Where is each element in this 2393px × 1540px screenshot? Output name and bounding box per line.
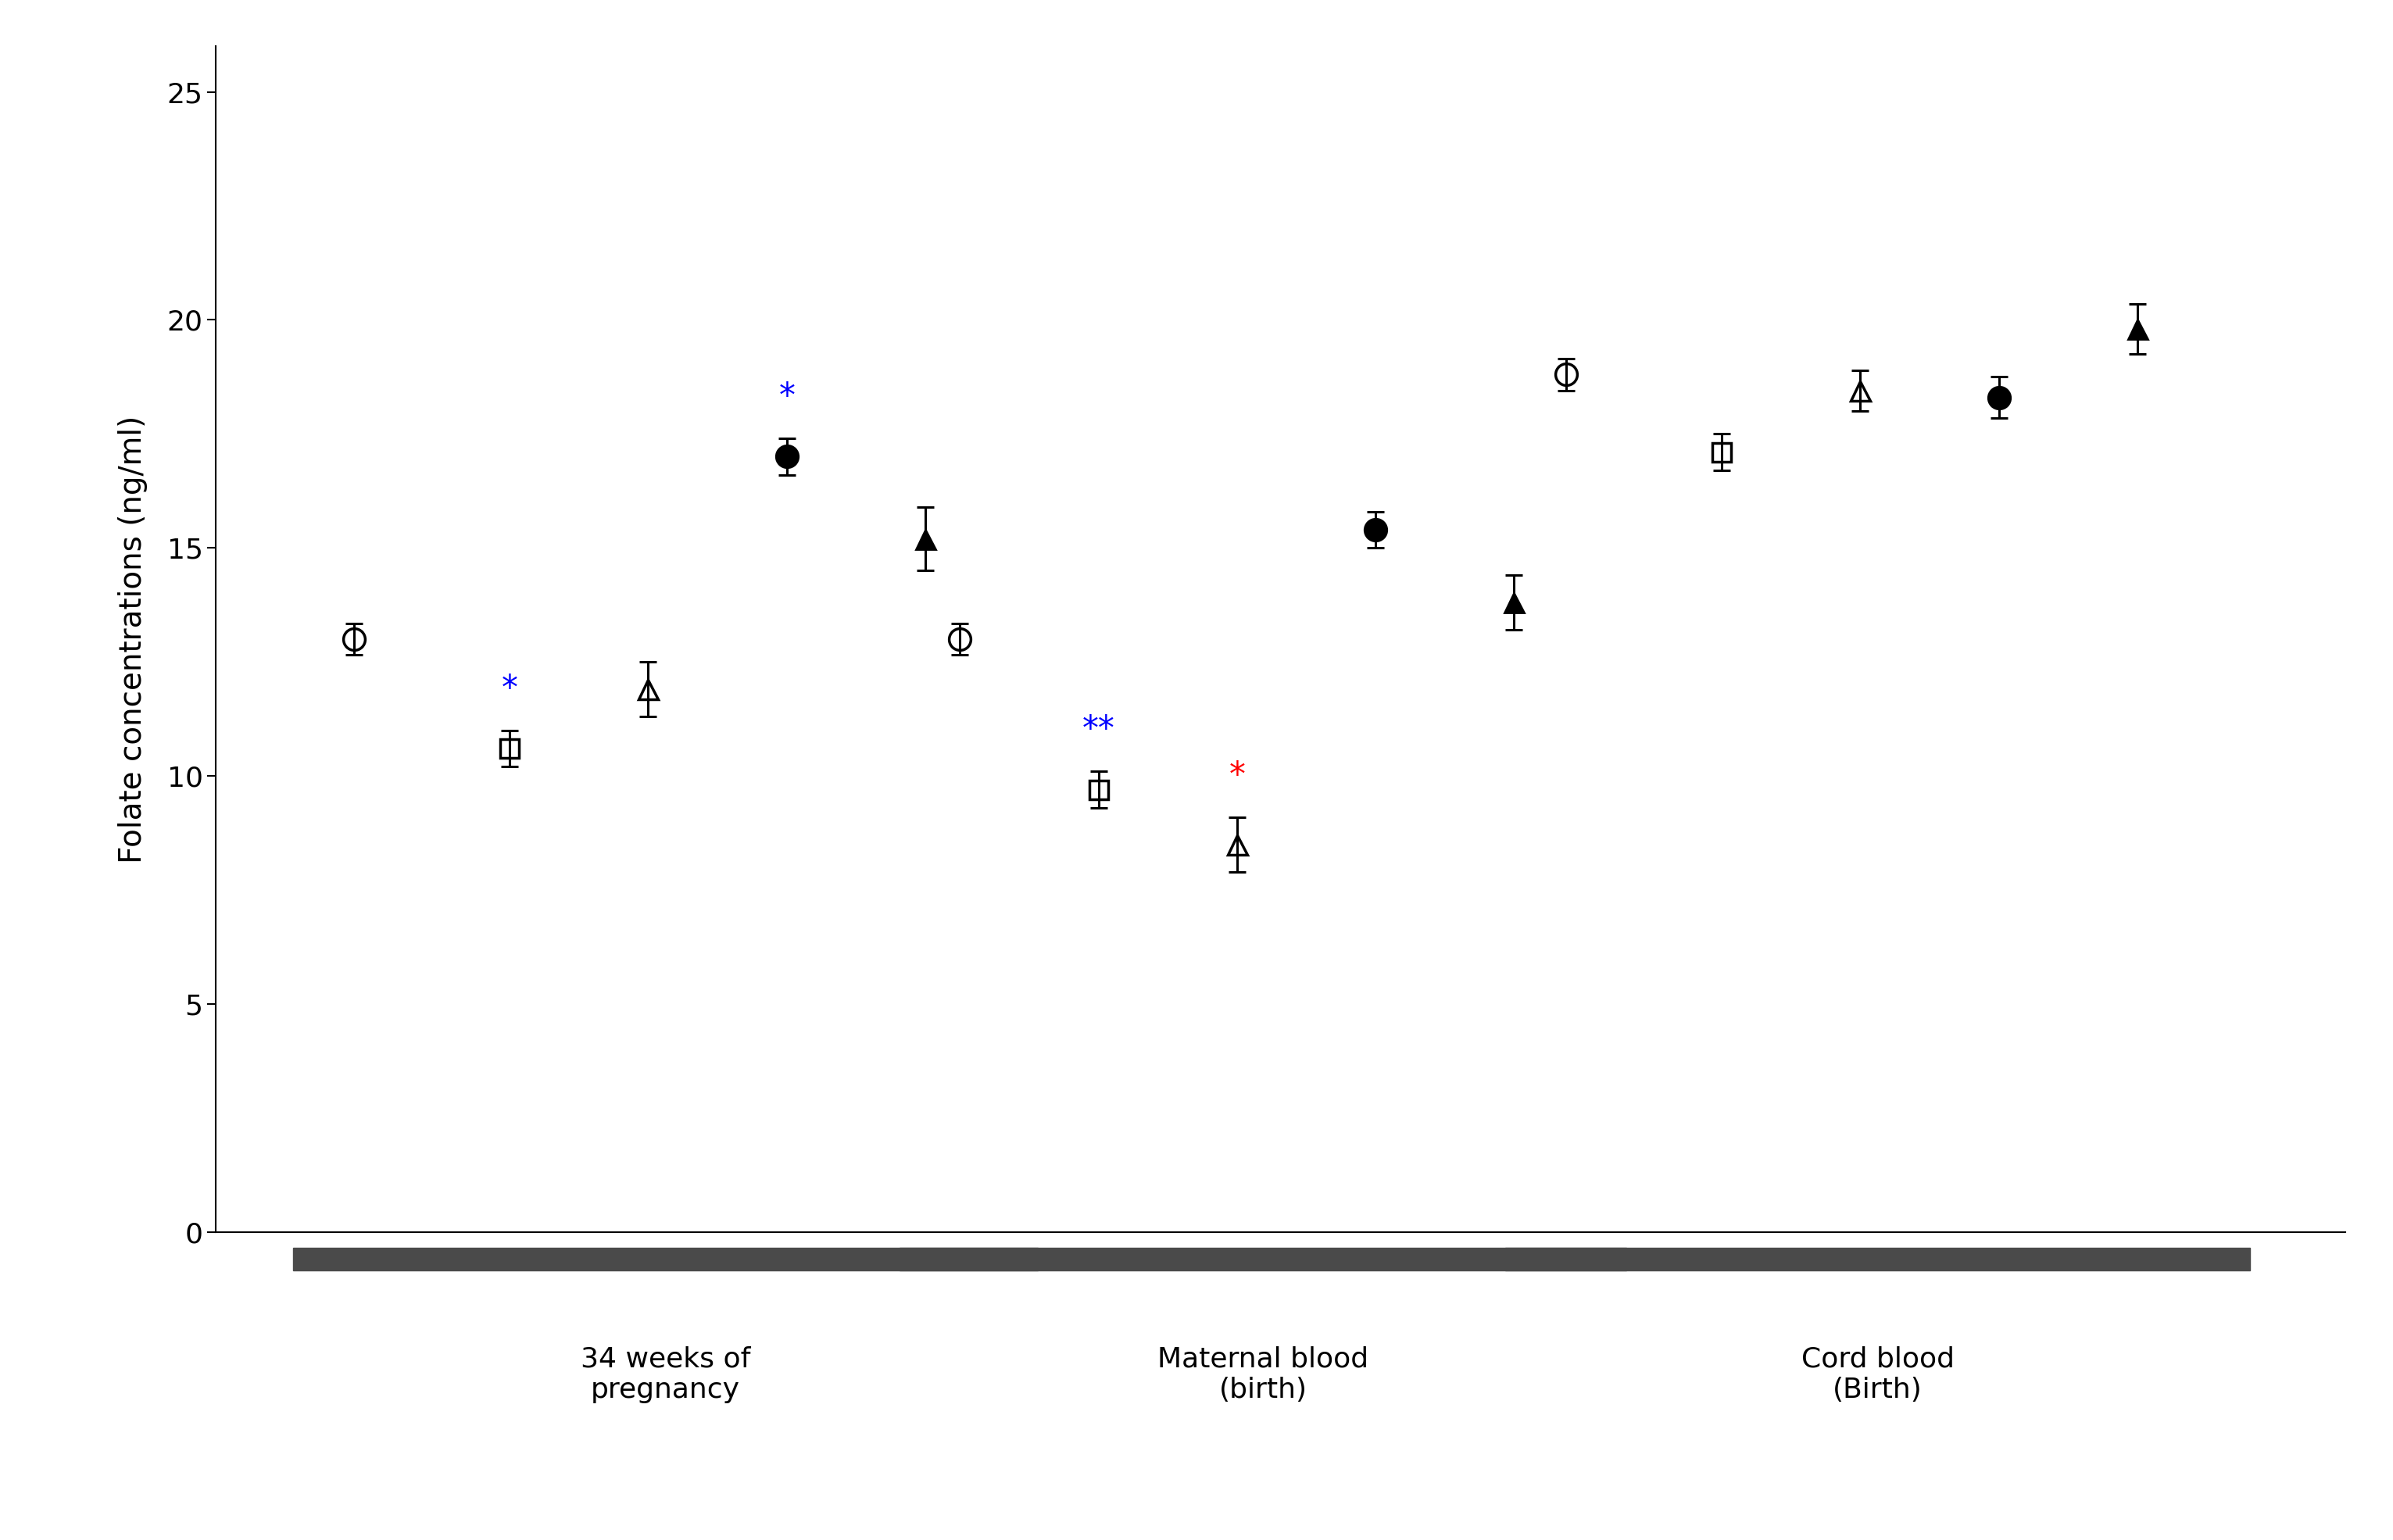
Text: *: *: [1230, 759, 1244, 792]
Bar: [294, 1247, 1039, 1270]
Bar: [1505, 1247, 2249, 1270]
Text: *: *: [503, 673, 517, 705]
Text: 34 weeks of
pregnancy: 34 weeks of pregnancy: [581, 1346, 751, 1403]
Text: Cord blood
(Birth): Cord blood (Birth): [1802, 1346, 1955, 1403]
Bar: [900, 1247, 1627, 1270]
Text: *: *: [778, 380, 794, 413]
Text: Maternal blood
(birth): Maternal blood (birth): [1158, 1346, 1369, 1403]
Y-axis label: Folate concentrations (ng/ml): Folate concentrations (ng/ml): [117, 416, 148, 862]
Text: **: **: [1082, 713, 1115, 747]
